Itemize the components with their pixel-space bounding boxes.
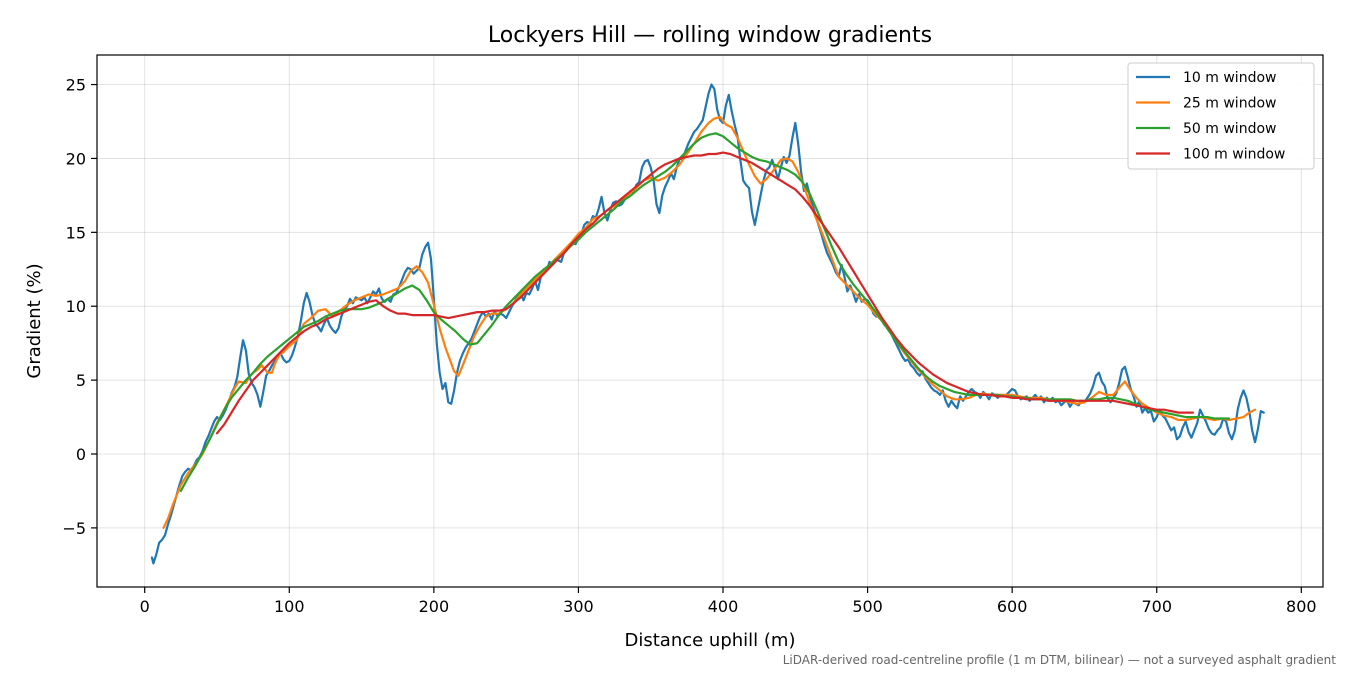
legend-label-4: 100 m window: [1183, 147, 1285, 163]
legend-label-2: 25 m window: [1183, 96, 1276, 112]
x-tick-label: 600: [997, 597, 1028, 616]
series-line-1: [150, 83, 1265, 565]
series-line-4: [215, 151, 1194, 435]
x-tick-label: 200: [419, 597, 450, 616]
x-tick-label: 800: [1286, 597, 1317, 616]
series-layer: [150, 83, 1265, 565]
x-axis-label: Distance uphill (m): [625, 630, 796, 651]
y-tick-label: 20: [66, 149, 86, 168]
legend-label-1: 10 m window: [1183, 70, 1276, 86]
x-tick-label: 700: [1141, 597, 1172, 616]
y-tick-label: 10: [66, 297, 86, 316]
footnote: LiDAR-derived road-centreline profile (1…: [783, 653, 1337, 667]
y-tick-label: 25: [66, 76, 86, 95]
tick-layer: 0 100 200 300 400 500 600 700 800 −5 0 5 10 15 20 25: [62, 76, 1316, 616]
legend-box: [1127, 62, 1315, 170]
legend: 10 m window 25 m window 50 m window 100 m w…: [1127, 62, 1315, 170]
chart-title: Lockyers Hill — rolling window gradients: [488, 23, 932, 48]
y-tick-label: 5: [76, 371, 86, 390]
y-tick-label: 15: [66, 223, 86, 242]
y-tick-label: 0: [76, 445, 86, 464]
y-axis-label: Gradient (%): [24, 263, 45, 378]
x-tick-label: 100: [274, 597, 305, 616]
x-tick-label: 300: [563, 597, 594, 616]
legend-items: 10 m window 25 m window 50 m window 100 m w…: [1136, 70, 1285, 163]
legend-label-3: 50 m window: [1183, 121, 1276, 137]
x-tick-label: 0: [140, 597, 150, 616]
grid-layer: [97, 55, 1323, 587]
plot-frame: [96, 54, 1324, 588]
series-line-3: [179, 132, 1231, 493]
x-tick-label: 500: [852, 597, 883, 616]
x-tick-label: 400: [708, 597, 739, 616]
series-line-2: [162, 115, 1257, 529]
y-tick-label: −5: [62, 519, 86, 538]
